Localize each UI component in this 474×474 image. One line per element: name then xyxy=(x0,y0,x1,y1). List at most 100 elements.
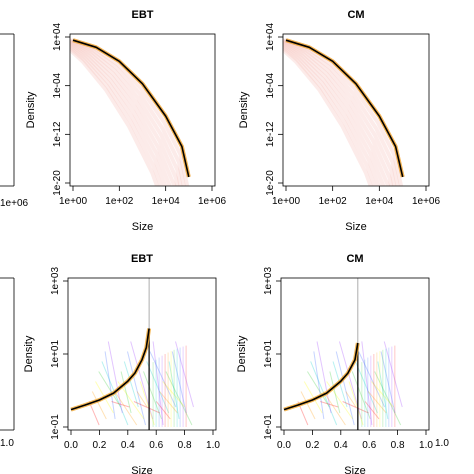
left-bottom-tick-label: 1.0 xyxy=(0,438,14,449)
envelope-band xyxy=(283,42,386,186)
y-axis-label: Density xyxy=(23,335,35,372)
cohort-line xyxy=(316,341,332,414)
cohort-line xyxy=(159,391,178,414)
cohort-line xyxy=(175,341,194,408)
series-line xyxy=(285,39,404,178)
x-tick-label: 0.4 xyxy=(121,440,135,451)
plot-frame xyxy=(69,33,216,187)
cohort-line xyxy=(351,371,371,420)
cohort-line xyxy=(127,351,146,426)
y-tick-label: 1e-04 xyxy=(265,72,276,98)
envelope-band xyxy=(70,39,180,186)
series-line xyxy=(72,39,190,178)
envelope-band xyxy=(283,39,394,186)
y-tick-label: 1e-12 xyxy=(265,121,276,147)
x-tick-label: 1.0 xyxy=(419,440,433,451)
x-tick-label: 0.8 xyxy=(178,440,192,451)
cohort-line xyxy=(358,351,386,408)
envelope-band xyxy=(283,45,377,186)
envelope-band xyxy=(70,42,172,186)
plot-area xyxy=(70,278,194,430)
x-axis-label: Size xyxy=(345,221,366,233)
series-line xyxy=(283,342,359,411)
cohort-line xyxy=(162,381,186,408)
y-tick-label: 1e+04 xyxy=(265,23,276,52)
x-tick-label: 1e+06 xyxy=(198,196,227,207)
y-axis-label: Density xyxy=(236,335,248,372)
envelope-band xyxy=(70,43,168,186)
plot-area xyxy=(70,38,191,186)
cohort-line xyxy=(377,361,389,420)
envelope-band xyxy=(283,38,397,186)
cohort-line xyxy=(354,361,378,414)
cohort-line xyxy=(323,391,346,426)
cohort-line xyxy=(374,371,402,426)
y-tick-label: 1e+01 xyxy=(50,340,61,369)
envelope-band xyxy=(70,47,160,186)
left-partial-panels: 1e+06 1.0 xyxy=(0,33,29,449)
envelope-band xyxy=(70,45,164,186)
x-tick-label: 1e+00 xyxy=(272,196,301,207)
x-tick-label: 1e+02 xyxy=(319,196,348,207)
cohort-line xyxy=(168,361,180,420)
panel-ebt-bottom: EBT Size Density 0.0 0.2 0.4 0.6 0.8 1.0 1e-01… xyxy=(23,253,220,474)
x-tick-label: 0.2 xyxy=(305,440,319,451)
x-tick-label: 1e+04 xyxy=(365,196,394,207)
y-tick-label: 1e+01 xyxy=(263,340,274,369)
cohort-line xyxy=(364,401,380,420)
plot-frame xyxy=(282,33,430,187)
x-tick-label: 1e+04 xyxy=(152,196,181,207)
envelope-band xyxy=(283,38,400,186)
cohort-line xyxy=(313,351,325,420)
panel-cm-top: CM Size Density 1e+00 1e+02 1e+04 1e+06 1e+0… xyxy=(238,9,441,233)
cohort-line xyxy=(326,381,354,420)
cohort-line xyxy=(107,341,123,414)
cohort-line xyxy=(152,341,164,426)
panel-title: EBT xyxy=(132,9,154,21)
y-tick-label: 1e-20 xyxy=(265,170,276,196)
x-tick-label: 1e+00 xyxy=(59,196,88,207)
cohort-line xyxy=(111,401,130,408)
envelope-band xyxy=(283,43,382,186)
envelope-band xyxy=(70,38,183,186)
cohort-line xyxy=(91,391,107,420)
cohort-line xyxy=(149,351,177,408)
x-tick-label: 0.2 xyxy=(92,440,106,451)
panel-title: CM xyxy=(347,9,364,21)
cohort-line xyxy=(300,391,316,420)
cohort-line xyxy=(155,401,171,420)
x-tick-label: 0.4 xyxy=(334,440,348,451)
cohort-line xyxy=(345,391,357,408)
cohort-line xyxy=(380,351,396,414)
y-tick-label: 1e-01 xyxy=(50,414,61,440)
x-tick-label: 0.6 xyxy=(362,440,376,451)
x-tick-label: 0.0 xyxy=(277,440,291,451)
cohort-line xyxy=(335,351,355,426)
y-tick-label: 1e+03 xyxy=(263,267,274,296)
cohort-line xyxy=(171,351,187,414)
y-axis-label: Density xyxy=(25,91,37,128)
x-axis-label: Size xyxy=(132,221,153,233)
left-top-tick-label: 1e+06 xyxy=(0,198,29,209)
cohort-line xyxy=(120,371,132,414)
cohort-line xyxy=(104,351,116,420)
cohort-line xyxy=(88,401,100,426)
x-axis-label: Size xyxy=(131,465,152,474)
cohort-line xyxy=(98,371,122,408)
y-tick-label: 1e-12 xyxy=(52,121,63,147)
cohort-line xyxy=(114,391,138,426)
cohort-line xyxy=(320,401,339,408)
y-tick-label: 1e-20 xyxy=(52,170,63,196)
panel-cm-bottom: CM Size Density 0.0 0.2 0.4 0.6 0.8 1.0 1e-01 1… xyxy=(236,253,433,474)
envelope-band xyxy=(70,38,186,186)
x-tick-label: 0.6 xyxy=(149,440,163,451)
panel-title: EBT xyxy=(131,253,153,265)
x-tick-label: 1e+06 xyxy=(412,196,441,207)
cohort-line xyxy=(348,381,364,426)
cohort-line xyxy=(361,341,373,426)
x-axis-label: Size xyxy=(344,465,365,474)
x-tick-label: 1e+02 xyxy=(105,196,134,207)
cohort-line xyxy=(123,361,139,408)
plot-area xyxy=(283,38,405,186)
cohort-line xyxy=(371,381,394,408)
